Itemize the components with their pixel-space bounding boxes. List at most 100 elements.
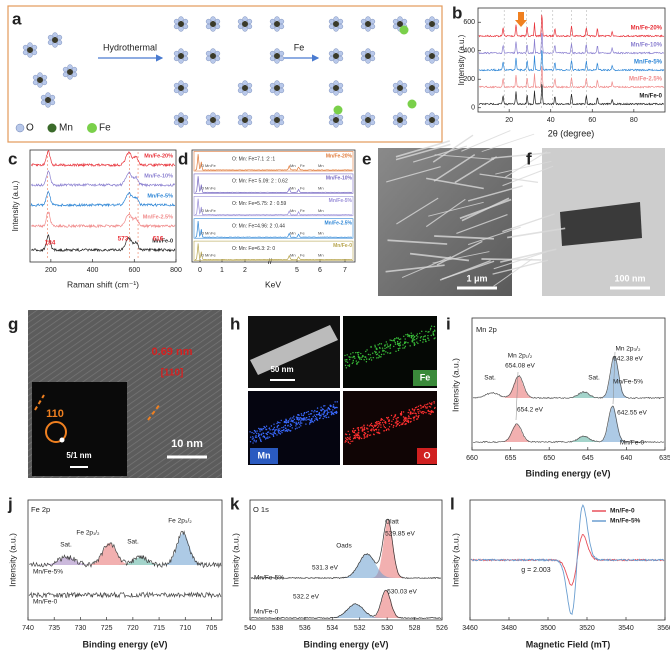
map-dot bbox=[416, 408, 419, 411]
cluster bbox=[269, 80, 285, 96]
map-dot bbox=[425, 330, 427, 333]
label: Mn bbox=[205, 253, 211, 258]
map-dot bbox=[360, 437, 363, 440]
cluster bbox=[328, 48, 344, 64]
map-dot bbox=[379, 356, 381, 358]
map-dot bbox=[332, 409, 334, 411]
map-dot bbox=[421, 411, 424, 413]
map-dot bbox=[356, 352, 359, 354]
map-dot bbox=[290, 430, 292, 432]
map-dot bbox=[433, 400, 435, 403]
map-dot bbox=[375, 348, 378, 350]
label: 184 bbox=[45, 240, 56, 247]
map-dot bbox=[323, 405, 325, 407]
map-dot bbox=[267, 436, 269, 438]
map-dot bbox=[350, 440, 352, 443]
label: O bbox=[26, 123, 34, 134]
map-dot bbox=[363, 428, 365, 430]
map-dot bbox=[415, 413, 417, 415]
map-dot bbox=[353, 434, 355, 437]
legend-label: Mn/Fe-10% bbox=[631, 43, 663, 49]
map-dot bbox=[384, 422, 387, 424]
map-dot bbox=[397, 349, 400, 352]
x-tick-label: 600 bbox=[128, 267, 140, 274]
map-dot bbox=[263, 435, 265, 437]
map-dot bbox=[410, 334, 412, 337]
spectrum bbox=[250, 518, 442, 580]
x-tick-label: 3520 bbox=[579, 625, 595, 632]
label: Mn bbox=[290, 230, 296, 235]
map-dot bbox=[274, 429, 276, 432]
peak-fit bbox=[496, 424, 537, 442]
map-dot bbox=[290, 417, 292, 419]
map-dot bbox=[384, 421, 387, 423]
map-dot bbox=[363, 359, 365, 361]
map-dot bbox=[354, 357, 356, 359]
map-dot bbox=[329, 404, 332, 407]
map-dot bbox=[318, 412, 321, 414]
map-dot bbox=[419, 332, 421, 335]
map-dot bbox=[413, 419, 415, 421]
map-dot bbox=[378, 420, 380, 423]
map-dot bbox=[297, 416, 299, 419]
map-dot bbox=[376, 353, 379, 355]
row-frame bbox=[193, 173, 354, 194]
map-dot bbox=[367, 431, 369, 433]
map-dot bbox=[301, 419, 303, 421]
label: [110] bbox=[161, 368, 184, 379]
map-dot bbox=[362, 429, 364, 431]
map-dot bbox=[300, 417, 302, 419]
map-dot bbox=[255, 441, 257, 443]
cluster bbox=[328, 112, 344, 128]
nanowire bbox=[495, 160, 552, 175]
panel-letter: f bbox=[526, 149, 532, 168]
map-dot bbox=[259, 440, 262, 442]
map-dot bbox=[388, 346, 390, 348]
plot-frame bbox=[27, 499, 223, 621]
map-dot bbox=[409, 412, 412, 414]
map-dot bbox=[314, 409, 316, 412]
x-tick-label: 3480 bbox=[501, 625, 517, 632]
map-dot bbox=[302, 414, 305, 417]
map-dot bbox=[388, 429, 390, 431]
map-dot bbox=[316, 407, 319, 409]
map-dot bbox=[344, 441, 346, 443]
peak-fit bbox=[80, 543, 139, 565]
panel-letter: b bbox=[452, 3, 462, 22]
panel-letter: a bbox=[12, 9, 22, 28]
map-dot bbox=[281, 431, 283, 434]
map-dot bbox=[327, 408, 329, 410]
label: 530.03 eV bbox=[387, 589, 417, 596]
map-dot bbox=[394, 343, 397, 345]
map-dot bbox=[386, 346, 388, 349]
map-dot bbox=[359, 357, 361, 359]
map-dot bbox=[410, 336, 413, 338]
label: Raman shift (cm⁻¹) bbox=[67, 279, 139, 289]
panel-letter: i bbox=[446, 314, 451, 333]
map-dot bbox=[387, 428, 389, 430]
map-dot bbox=[422, 336, 425, 338]
map-dot bbox=[387, 416, 390, 419]
map-dot bbox=[259, 430, 261, 432]
map-dot bbox=[413, 410, 415, 412]
nanowire bbox=[461, 130, 511, 152]
map-dot bbox=[290, 419, 293, 421]
x-tick-label: 7 bbox=[343, 267, 347, 274]
map-dot bbox=[354, 437, 356, 440]
map-dot bbox=[315, 414, 318, 416]
plot-frame bbox=[29, 149, 177, 263]
map-dot bbox=[377, 422, 379, 425]
peak-fit bbox=[595, 406, 631, 442]
map-dot bbox=[308, 413, 310, 416]
cluster bbox=[360, 48, 376, 64]
map-dot bbox=[432, 331, 435, 333]
map-dot bbox=[383, 430, 385, 432]
label: Mn bbox=[205, 230, 211, 235]
x-tick-label: 1 bbox=[220, 267, 224, 274]
peak-fit bbox=[368, 520, 409, 578]
nanowire bbox=[428, 201, 484, 217]
map-dot bbox=[374, 350, 376, 353]
map-dot bbox=[358, 351, 360, 354]
legend-label: Mn/Fe-5% bbox=[147, 193, 173, 199]
